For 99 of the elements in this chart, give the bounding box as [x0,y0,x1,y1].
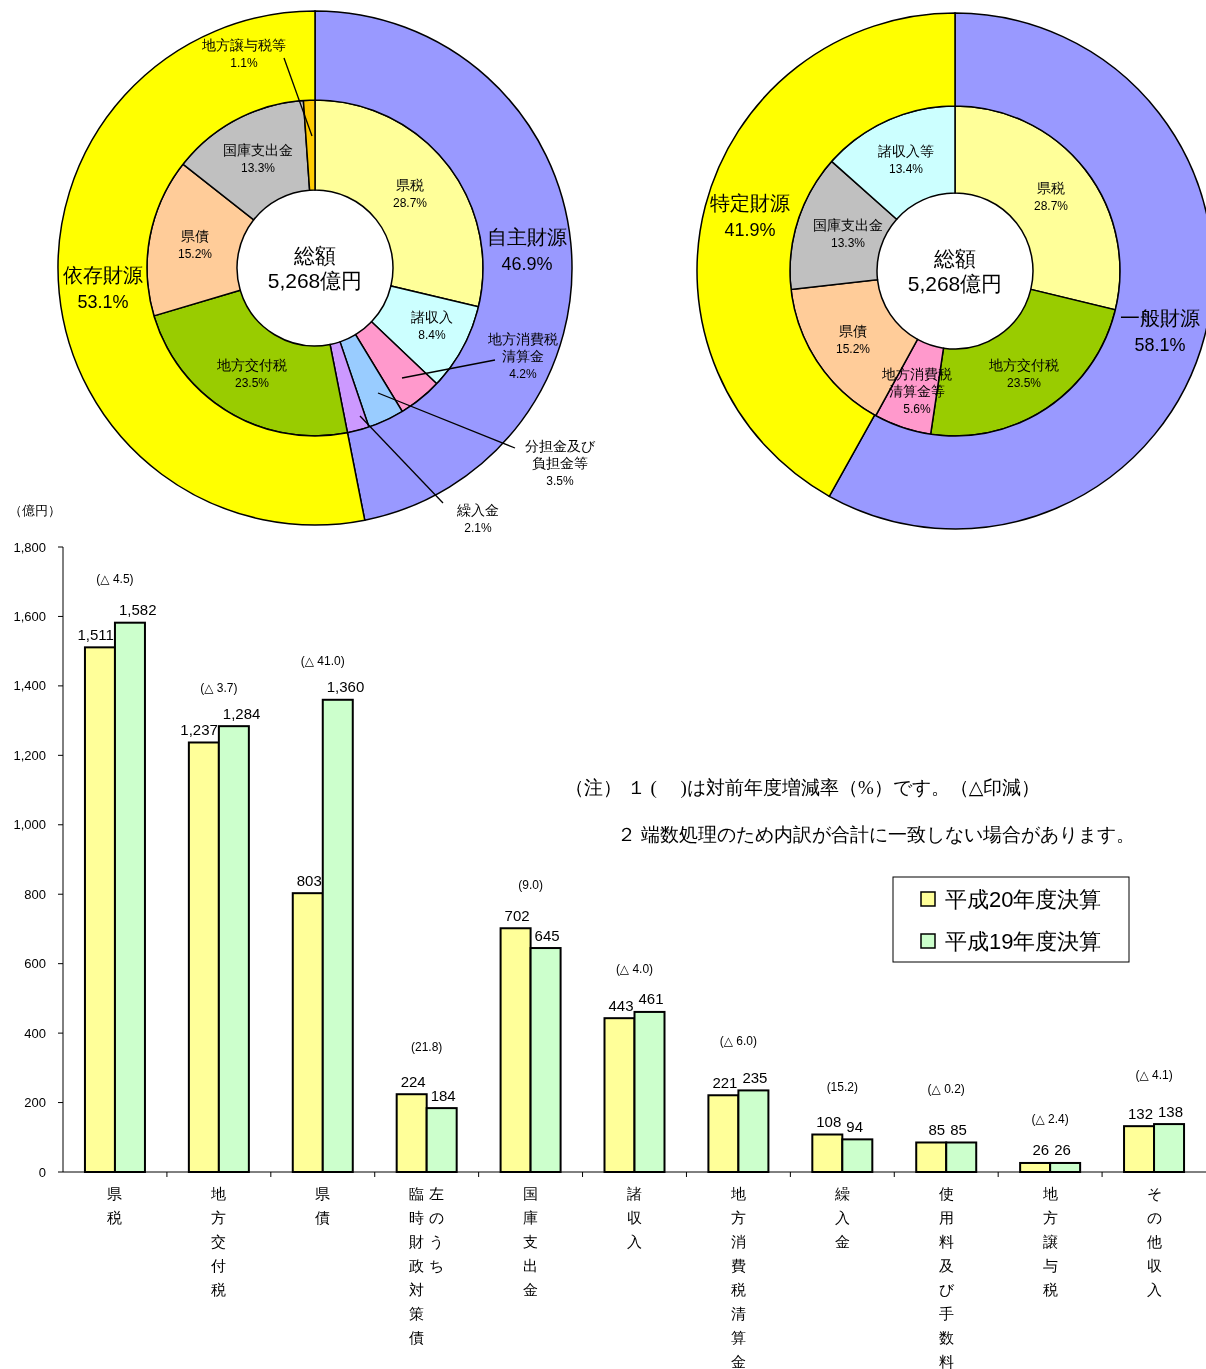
annotation: (15.2) [826,1080,858,1094]
data-label: 108 [816,1113,842,1130]
annotation: (△ 4.1) [1135,1068,1173,1082]
data-label: 53.1% [77,291,129,312]
y-tick-label: 0 [38,1164,46,1180]
x-tick-label: 使用料及び手数料 [938,1184,955,1369]
x-tick-label: その他収入 [1146,1184,1162,1298]
slice-label: 県税 [1037,179,1065,196]
data-label: 13.3% [830,235,866,250]
y-tick-label: 1,000 [13,817,46,833]
x-tick-label: 臨時財政対策債 [409,1184,425,1346]
data-label: 46.9% [501,253,553,274]
data-label: 85 [950,1120,967,1138]
text: 総額 5,268億円 [267,243,363,293]
data-label: 803 [296,871,322,889]
annotation: (△ 0.2) [927,1082,965,1096]
y-tick-label: 400 [24,1025,46,1041]
legend-label: 平成20年度決算 [945,886,1102,912]
data-label: 23.5% [1006,375,1042,390]
slice-label: 諸収入等 [878,142,934,159]
y-tick-label: 800 [24,886,46,902]
x-tick-label: 地方譲与税 [1041,1184,1058,1298]
data-label: 5.6% [903,402,931,416]
data-label: 41.9% [724,219,776,240]
slice-label: 特定財源 [710,192,790,215]
data-label: 221 [712,1073,738,1091]
data-label: 1.1% [230,55,258,70]
data-label: 702 [504,906,530,924]
slice-label: 分担金及び負担金等 [525,438,596,471]
data-label: 8.4% [418,327,446,342]
y-tick-label: 1,200 [13,747,46,763]
data-label: 235 [742,1068,768,1086]
slice-label: 地方譲与税等 [201,36,286,53]
annotation: (21.8) [411,1040,443,1054]
x-tick-label: 県税 [107,1184,123,1226]
slice-label: 県税 [396,176,424,193]
data-label: 132 [1128,1104,1154,1122]
data-label: 15.2% [835,341,871,356]
data-label: 15.2% [177,246,213,261]
data-label: 3.5% [546,474,574,488]
y-tick-label: 1,600 [13,608,46,624]
slice-label: 県債 [181,227,209,244]
y-axis-title: （億円） [9,502,61,518]
y-tick-label: 200 [24,1095,46,1111]
legend-label: 平成19年度決算 [945,928,1102,954]
slice-label: 一般財源 [1120,307,1200,330]
data-label: 13.3% [240,160,276,175]
slice-label: 国庫支出金 [813,216,883,233]
x-tick-label: 諸収入 [627,1184,642,1250]
data-label: 13.4% [888,161,924,176]
annotation: (△ 4.0) [615,962,654,976]
x-tick-label: 県債 [315,1184,331,1226]
annotation: (△ 41.0) [300,654,345,668]
x-tick-label: 国庫支出金 [523,1184,539,1298]
data-label: 138 [1158,1102,1184,1120]
text: 左のうち [429,1184,445,1274]
data-label: 26 [1054,1141,1071,1159]
annotation: (△ 3.7) [200,681,238,695]
data-label: 1,237 [180,720,218,738]
slice-label: 地方交付税 [988,356,1059,373]
data-label: 1,511 [77,625,114,643]
data-label: 224 [400,1072,426,1090]
y-tick-label: 1,400 [13,678,46,694]
slice-label: 地方消費税清算金 [487,331,558,364]
annotation: (△ 4.5) [96,572,134,586]
x-tick-label: 地方交付税 [210,1184,227,1298]
data-label: 2.1% [464,520,492,535]
x-tick-label: 繰入金 [833,1184,850,1250]
data-label: 1,284 [222,704,261,722]
x-tick-label: 地方消費税清算金 [729,1184,746,1369]
annotation: （注） １ ( )は対前年度増減率（%）です。（△印減） [565,776,1041,799]
data-label: 58.1% [1134,334,1186,355]
data-label: 4.2% [509,367,537,381]
data-label: 1,360 [326,678,365,696]
data-label: 645 [534,926,560,944]
data-label: 184 [430,1086,456,1104]
slice-label: 自主財源 [487,226,567,249]
data-label: 1,582 [118,601,157,619]
slice-label: 繰入金 [456,501,499,518]
slice-label: 諸収入 [411,308,453,325]
data-label: 28.7% [392,195,428,210]
y-tick-label: 1,800 [13,539,46,555]
data-label: 28.7% [1033,198,1069,213]
data-label: 26 [1032,1141,1050,1159]
data-label: 94 [846,1117,864,1135]
annotation: (△ 2.4) [1031,1112,1069,1126]
annotation: (9.0) [518,878,543,892]
slice-label: 依存財源 [63,264,143,287]
annotation: ２ 端数処理のため内訳が合計に一致しない場合があります。 [617,823,1135,845]
text: 総額 5,268億円 [907,246,1003,296]
data-label: 23.5% [234,375,270,390]
slice-label: 地方交付税 [216,356,287,373]
data-label: 85 [928,1120,946,1138]
annotation: (△ 6.0) [719,1034,758,1048]
data-label: 443 [608,996,634,1014]
slice-label: 県債 [839,322,867,339]
slice-label: 国庫支出金 [223,141,293,158]
y-tick-label: 600 [24,956,46,972]
data-label: 461 [638,990,664,1008]
